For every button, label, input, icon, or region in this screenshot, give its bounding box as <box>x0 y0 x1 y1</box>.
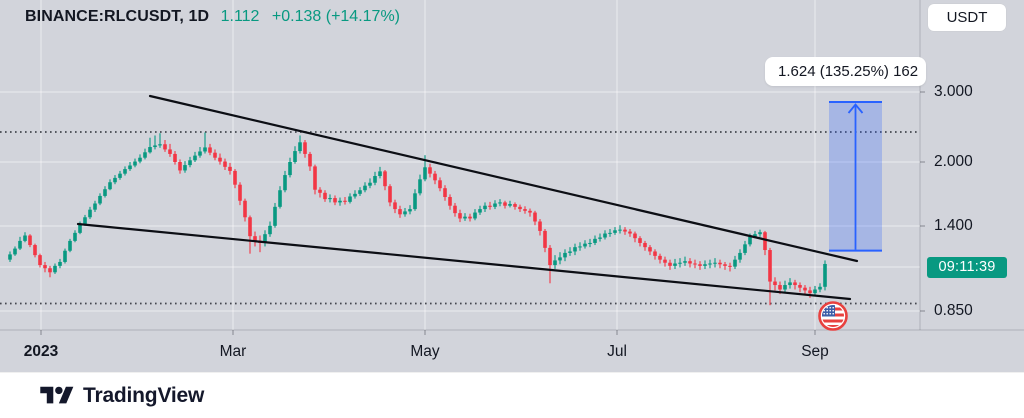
bar-countdown-badge: 09:11:39 <box>927 257 1007 278</box>
axis-borders <box>0 0 1024 335</box>
trendlines[interactable] <box>76 94 859 301</box>
time-tick-label: 2023 <box>23 343 59 360</box>
upper-wedge-line <box>148 94 859 263</box>
currency-toggle-button[interactable]: USDT <box>928 4 1006 31</box>
time-tick-label: Sep <box>801 343 829 360</box>
time-tick-label: Jul <box>607 343 627 360</box>
lower-wedge-line <box>76 222 852 301</box>
price-tick-label: 2.000 <box>934 153 973 170</box>
tradingview-logo[interactable]: TradingView <box>40 383 204 409</box>
tradingview-logo-icon <box>40 386 74 403</box>
grid-lines <box>0 0 920 330</box>
candlestick-chart[interactable] <box>0 0 1024 372</box>
price-tick-label: 1.400 <box>934 217 973 234</box>
dotted-level-lines <box>0 131 920 305</box>
price-range-label[interactable]: 1.624 (135.25%) 162 <box>765 57 926 86</box>
time-tick-label: May <box>410 343 440 360</box>
us-flag-icon <box>818 301 848 331</box>
price-range-tool[interactable] <box>829 101 882 252</box>
last-price: 1.112 <box>220 8 260 25</box>
tradingview-wordmark: TradingView <box>83 383 205 407</box>
symbol-header: BINANCE:RLCUSDT, 1D 1.112 +0.138 (+14.17… <box>25 8 400 26</box>
footer-bar: TradingView <box>0 372 1024 418</box>
chart-canvas[interactable]: BINANCE:RLCUSDT, 1D 1.112 +0.138 (+14.17… <box>0 0 1024 372</box>
time-tick-label: Mar <box>219 343 247 360</box>
price-tick-label: 3.000 <box>934 83 973 100</box>
candles <box>8 132 827 306</box>
symbol-title[interactable]: BINANCE:RLCUSDT, 1D <box>25 8 210 25</box>
price-change: +0.138 (+14.17%) <box>271 8 400 25</box>
price-tick-label: 0.850 <box>934 302 973 319</box>
